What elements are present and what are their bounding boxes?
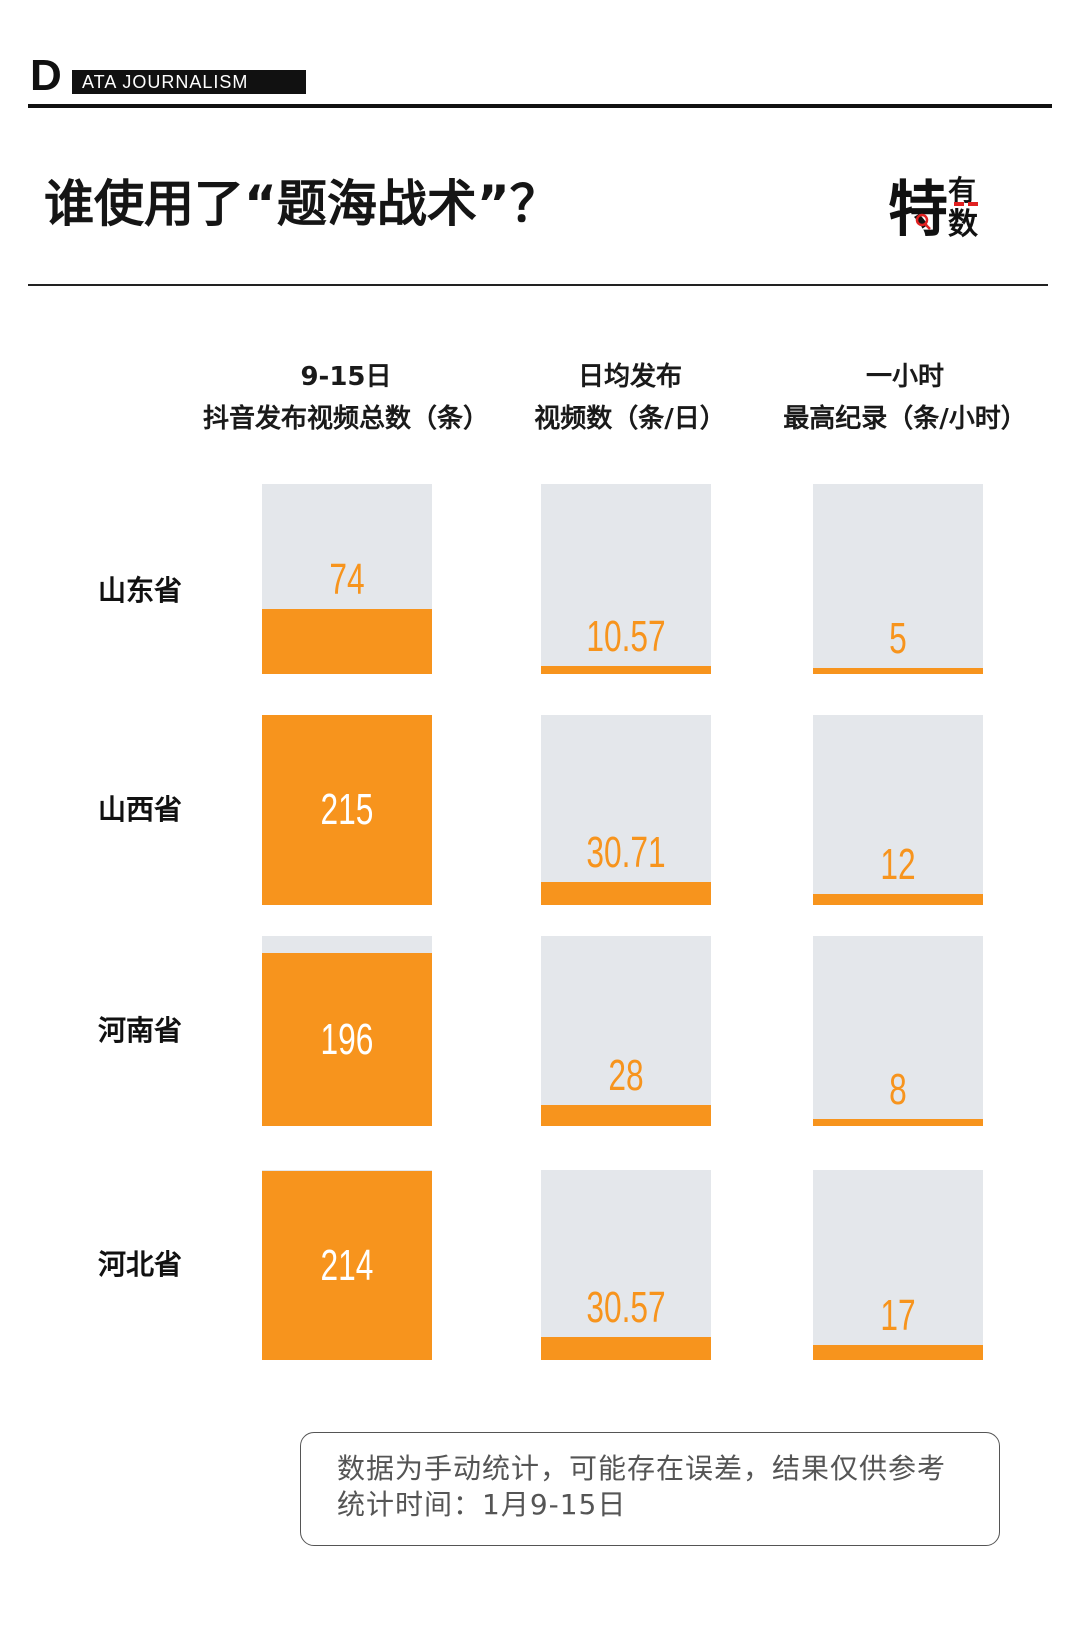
logo-char-bottom: 数	[948, 207, 979, 242]
column-header-line2: 最高纪录（条/小时）	[783, 404, 1027, 434]
column-header-line2: 视频数（条/日）	[534, 404, 726, 434]
column-header-line2: 抖音发布视频总数（条）	[202, 404, 489, 434]
bar-track: 28	[541, 936, 711, 1126]
bar-value-label: 12	[880, 840, 916, 889]
footnote-line2: 统计时间：1月9-15日	[337, 1488, 627, 1521]
bar	[813, 1119, 983, 1126]
logo-char-main: 特	[888, 175, 948, 245]
logo: 特 有 数	[888, 168, 1000, 248]
bar-track: 17	[813, 1170, 983, 1360]
title-divider	[28, 284, 1048, 286]
column-header-line1: 一小时	[865, 362, 944, 392]
bar-value-label: 28	[608, 1051, 644, 1100]
column-header-hourly: 一小时 最高纪录（条/小时）	[745, 356, 1065, 440]
bar	[541, 1105, 711, 1126]
row-label: 山东省	[97, 574, 182, 607]
brand-bar	[72, 70, 306, 94]
footnote-box: 数据为手动统计，可能存在误差，结果仅供参考 统计时间：1月9-15日	[300, 1432, 1000, 1546]
footnote-line1: 数据为手动统计，可能存在误差，结果仅供参考	[337, 1452, 947, 1485]
column-header-total: 9-15日 抖音发布视频总数（条）	[186, 356, 506, 440]
page-title: 谁使用了“题海战术”？	[44, 175, 560, 233]
bar-track: 74	[262, 484, 432, 674]
bar	[262, 715, 432, 905]
top-divider	[28, 104, 1052, 108]
bar	[262, 609, 432, 674]
logo-char-top: 有	[948, 174, 976, 207]
bar-track: 12	[813, 715, 983, 905]
bar-value-label: 215	[320, 785, 374, 834]
column-header-line1: 日均发布	[577, 362, 682, 392]
bar	[813, 894, 983, 905]
bar-track: 10.57	[541, 484, 711, 674]
bar-value-label: 10.57	[586, 612, 666, 661]
bar-value-label: 17	[880, 1291, 916, 1340]
row-label: 山西省	[97, 793, 182, 826]
bar	[813, 1345, 983, 1360]
brand-letter: D	[30, 51, 62, 100]
bar-track: 5	[813, 484, 983, 674]
bar-track: 214	[262, 1170, 432, 1360]
brand-text: ATA JOURNALISM	[82, 72, 249, 92]
bar-value-label: 196	[320, 1014, 374, 1064]
bar-track: 196	[262, 936, 432, 1126]
bar	[541, 1337, 711, 1360]
column-header-daily: 日均发布 视频数（条/日）	[470, 356, 790, 440]
magnifier-handle	[924, 223, 931, 230]
bar-track: 8	[813, 936, 983, 1126]
bar-value-label: 8	[889, 1065, 907, 1114]
bar	[262, 1171, 432, 1360]
bar	[813, 668, 983, 674]
bar-track: 215	[262, 715, 432, 905]
row-label: 河北省	[97, 1248, 182, 1281]
bar-value-label: 30.71	[586, 828, 666, 877]
bar-value-label: 214	[320, 1240, 374, 1290]
bar-track: 30.57	[541, 1170, 711, 1360]
bar-value-label: 5	[889, 614, 907, 663]
logo-red-dash	[954, 202, 964, 206]
bar	[262, 953, 432, 1126]
bar-value-label: 30.57	[586, 1283, 666, 1332]
bar-value-label: 74	[329, 555, 365, 604]
bar	[541, 882, 711, 905]
bar-track: 30.71	[541, 715, 711, 905]
row-label: 河南省	[97, 1014, 182, 1047]
column-header-line1: 9-15日	[300, 362, 392, 392]
magnifier-icon	[915, 213, 929, 227]
logo-red-dash	[968, 202, 978, 206]
bar	[541, 666, 711, 674]
